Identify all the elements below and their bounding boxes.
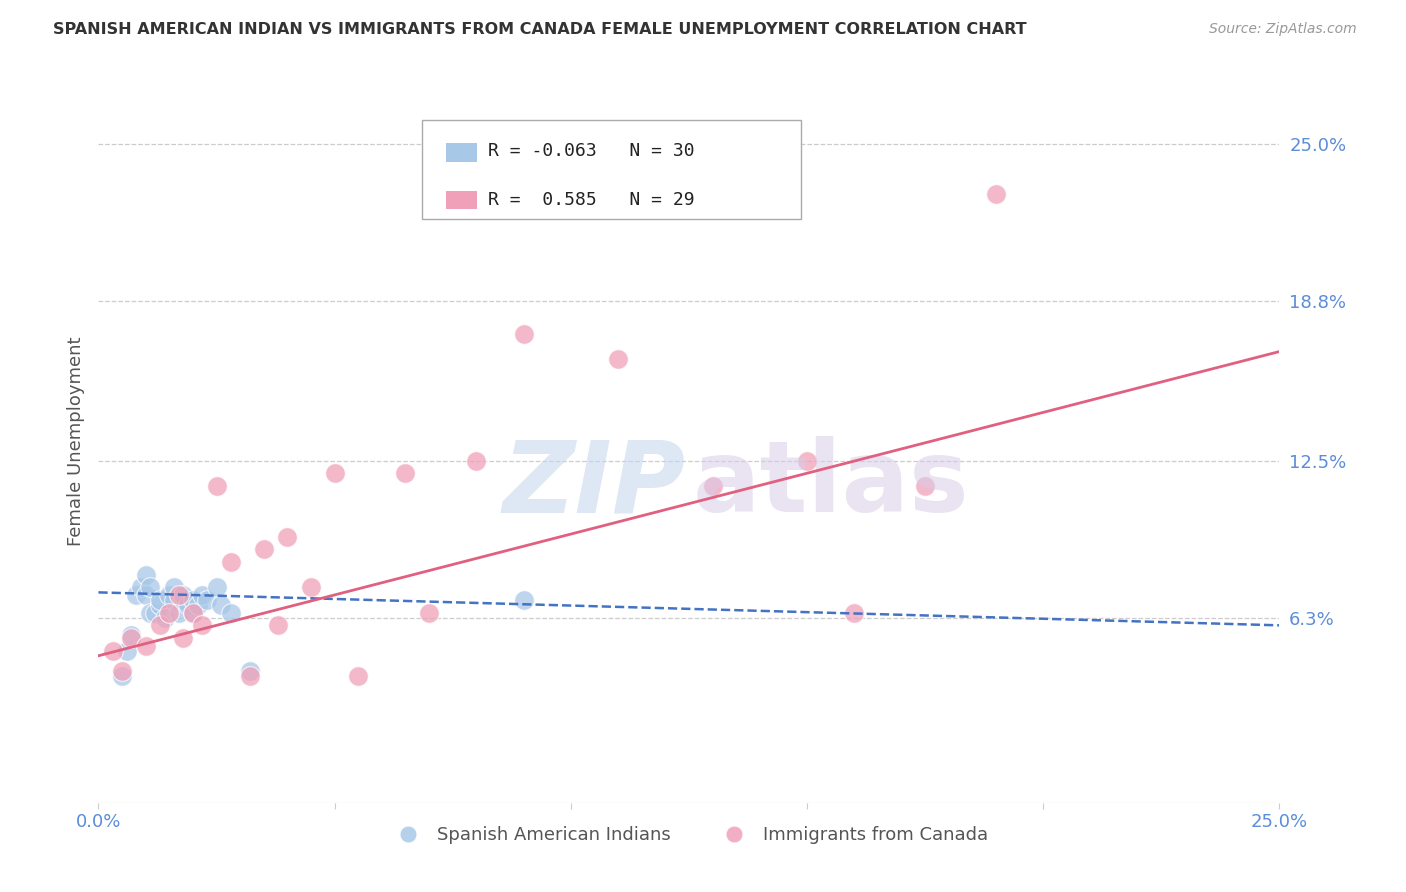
Point xyxy=(181,606,204,620)
Point xyxy=(253,542,276,557)
Text: ZIP: ZIP xyxy=(502,436,685,533)
Point xyxy=(191,618,214,632)
Point xyxy=(115,643,138,657)
Point xyxy=(135,567,157,582)
Text: Source: ZipAtlas.com: Source: ZipAtlas.com xyxy=(1209,22,1357,37)
Point xyxy=(512,593,534,607)
Point xyxy=(172,631,194,645)
Point xyxy=(512,326,534,341)
Text: R =  0.585   N = 29: R = 0.585 N = 29 xyxy=(488,191,695,209)
Point xyxy=(267,618,290,632)
Point xyxy=(157,588,180,602)
Point xyxy=(465,453,488,467)
Point xyxy=(167,606,190,620)
Point xyxy=(239,664,262,678)
Point xyxy=(276,530,298,544)
Point xyxy=(149,598,172,612)
Point xyxy=(323,467,346,481)
Point xyxy=(135,639,157,653)
Point xyxy=(796,453,818,467)
Y-axis label: Female Unemployment: Female Unemployment xyxy=(66,337,84,546)
Point xyxy=(139,580,162,594)
Point xyxy=(347,669,370,683)
Point xyxy=(187,598,209,612)
Point xyxy=(135,588,157,602)
Point xyxy=(111,664,134,678)
Point xyxy=(239,669,262,683)
Point xyxy=(195,593,218,607)
Point xyxy=(181,606,204,620)
Point xyxy=(167,588,190,602)
Point xyxy=(101,643,124,657)
Point xyxy=(129,580,152,594)
Point xyxy=(205,479,228,493)
Point xyxy=(205,580,228,594)
Point xyxy=(219,555,242,569)
Point xyxy=(139,606,162,620)
Point xyxy=(418,606,440,620)
Point xyxy=(191,588,214,602)
Point xyxy=(153,611,176,625)
Text: SPANISH AMERICAN INDIAN VS IMMIGRANTS FROM CANADA FEMALE UNEMPLOYMENT CORRELATIO: SPANISH AMERICAN INDIAN VS IMMIGRANTS FR… xyxy=(53,22,1026,37)
Point xyxy=(299,580,322,594)
Point xyxy=(181,593,204,607)
Point xyxy=(121,631,143,645)
Point xyxy=(157,606,180,620)
Point xyxy=(607,352,630,367)
Text: R = -0.063   N = 30: R = -0.063 N = 30 xyxy=(488,143,695,161)
Point xyxy=(149,618,172,632)
Point xyxy=(219,606,242,620)
Legend: Spanish American Indians, Immigrants from Canada: Spanish American Indians, Immigrants fro… xyxy=(382,819,995,852)
Point xyxy=(984,187,1007,202)
Point xyxy=(143,606,166,620)
Point xyxy=(111,669,134,683)
Point xyxy=(149,593,172,607)
Point xyxy=(172,588,194,602)
Point xyxy=(702,479,724,493)
Point xyxy=(209,598,232,612)
Point xyxy=(172,593,194,607)
Point xyxy=(163,580,186,594)
Point xyxy=(177,598,200,612)
Point xyxy=(844,606,866,620)
Point xyxy=(914,479,936,493)
Point xyxy=(394,467,416,481)
Text: atlas: atlas xyxy=(693,436,969,533)
Point xyxy=(121,628,143,642)
Point xyxy=(125,588,148,602)
Point xyxy=(163,593,186,607)
